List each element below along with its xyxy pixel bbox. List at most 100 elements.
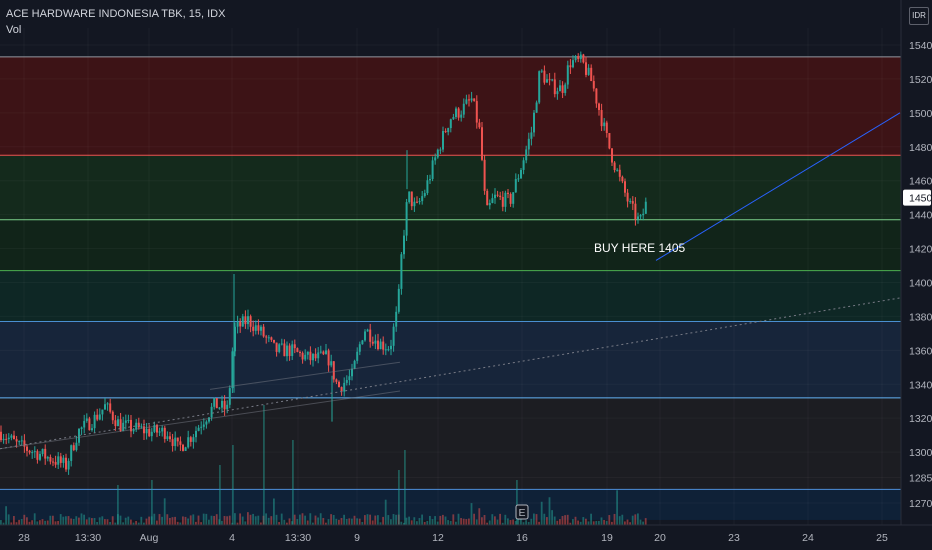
time-axis[interactable]: 28 13:30 Aug 4 13:30 9 12 16 19 20 23 24 25 [0, 524, 932, 544]
candle-body [548, 79, 551, 81]
volume-bar [436, 521, 439, 525]
currency-badge[interactable]: IDR [909, 7, 929, 25]
candle-body [452, 117, 455, 120]
volume-bar [613, 513, 616, 525]
volume-bar [171, 517, 174, 525]
volume-bar [644, 518, 647, 525]
volume-bar [514, 521, 517, 525]
candle-body [153, 424, 156, 432]
volume-bar [234, 513, 236, 525]
candle-body [546, 79, 548, 83]
candle-body [605, 122, 608, 134]
volume-bar [465, 519, 468, 525]
volume-label: Vol [6, 24, 22, 36]
candle-body [494, 194, 496, 199]
volume-bar [314, 515, 317, 525]
price-tick-label: 1500 [909, 108, 932, 120]
volume-bar [413, 517, 416, 525]
volume-bar [195, 521, 197, 525]
candle-body [616, 169, 619, 171]
candle-body [364, 331, 366, 341]
candle-body [624, 181, 626, 193]
candle-body [23, 440, 26, 447]
volume-bar [91, 518, 93, 525]
volume-bar [221, 520, 223, 525]
volume-bar [109, 522, 111, 525]
candle-body [130, 419, 132, 432]
candle-body [626, 192, 629, 202]
volume-bar [70, 518, 72, 525]
candle-body [397, 288, 400, 312]
candle-body [566, 65, 569, 85]
volume-bar [548, 497, 551, 525]
volume-bar [124, 517, 127, 525]
candle-body [148, 428, 151, 437]
volume-bar [325, 522, 327, 525]
volume-bar [364, 515, 366, 525]
volume-bar [629, 522, 631, 525]
volume-bar [122, 522, 124, 525]
volume-bar [345, 518, 348, 525]
volume-bar [317, 517, 319, 525]
volume-bar [150, 516, 153, 525]
candle-body [33, 451, 36, 453]
candle-body [478, 122, 481, 128]
volume-bar [516, 480, 518, 525]
volume-bar [452, 514, 455, 525]
candle-body [49, 456, 52, 462]
volume-bar [618, 516, 621, 525]
volume-bar [468, 518, 470, 525]
candle-body [587, 67, 590, 75]
volume-bar [232, 445, 234, 525]
volume-bar [455, 521, 457, 525]
volume-bar [439, 515, 442, 525]
volume-bar [263, 405, 265, 525]
time-tick-label: 9 [354, 532, 360, 544]
volume-bar [215, 514, 218, 525]
volume-bar [478, 508, 481, 525]
volume-bar [202, 513, 205, 525]
candle-body [382, 341, 385, 350]
volume-bar [20, 519, 23, 525]
volume-bar [546, 517, 548, 525]
volume-bar [241, 516, 244, 525]
price-tick-label: 1360 [909, 345, 932, 357]
volume-bar [111, 516, 114, 525]
volume-bar [265, 513, 267, 525]
volume-bar [335, 518, 338, 525]
candle-body [496, 194, 499, 196]
candle-body [408, 191, 411, 203]
volume-bar [54, 521, 57, 525]
candle-body [57, 456, 60, 465]
volume-bar [2, 522, 5, 525]
candle-body [582, 54, 585, 63]
volume-bar [592, 521, 595, 525]
price-axis[interactable]: 1540 1520 1500 1480 1460 1440 1420 1400 1380 1360… [900, 0, 932, 550]
volume-bar [377, 515, 379, 525]
candle-body [143, 426, 145, 434]
candle-body [520, 169, 522, 179]
candle-body [254, 325, 257, 331]
candle-body [631, 201, 634, 204]
candle-body [70, 445, 73, 461]
volume-bar [605, 520, 608, 525]
candle-body [7, 437, 10, 440]
volume-bar [626, 519, 629, 525]
earnings-marker: E [515, 504, 529, 520]
volume-bar [408, 516, 410, 525]
candle-body [218, 407, 221, 409]
candle-body [595, 88, 598, 104]
price-tick-label: 1420 [909, 244, 932, 256]
volume-bar [483, 515, 486, 525]
candle-body [67, 460, 70, 470]
volume-bar [0, 520, 2, 525]
volume-bar [553, 516, 556, 525]
buy-annotation-label: BUY HERE 1405 [594, 241, 685, 255]
volume-bar [62, 516, 65, 525]
candle-body [83, 420, 86, 428]
volume-bar [267, 517, 270, 525]
candle-body [634, 203, 637, 220]
volume-bar [197, 515, 200, 525]
volume-bar [161, 516, 163, 525]
